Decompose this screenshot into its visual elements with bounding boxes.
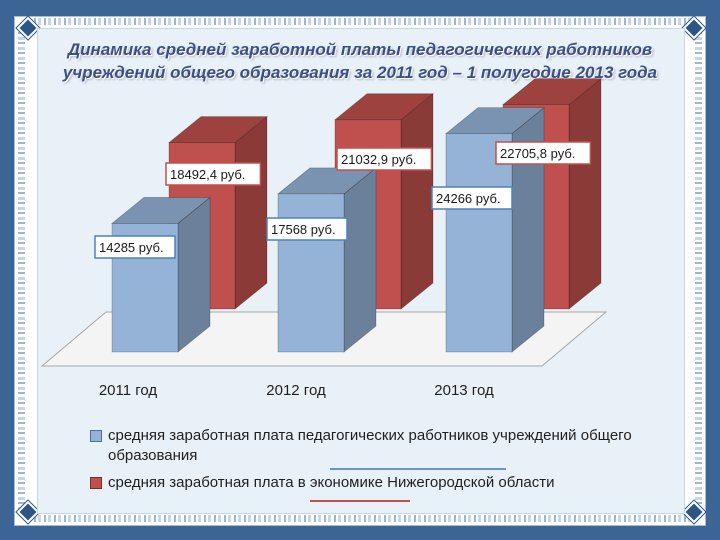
legend-swatch-red	[90, 477, 102, 489]
bar-side	[400, 92, 434, 310]
data-label-box	[165, 162, 262, 186]
bar-side	[568, 77, 602, 310]
legend-underline-blue	[330, 468, 506, 470]
category-label-1: 2011 год	[99, 382, 158, 399]
bar-side	[177, 196, 211, 353]
legend-item-economy: средняя заработная плата в экономике Ниж…	[90, 473, 650, 493]
bar-side	[343, 167, 377, 353]
category-label-3: 2013 год	[434, 382, 494, 399]
chart-legend: средняя заработная плата педагогических …	[90, 426, 650, 500]
data-label-economy-2: 21032,9 руб.	[341, 152, 416, 167]
bar-teachers-1	[110, 196, 212, 353]
data-label-box	[495, 141, 592, 165]
data-label-box	[94, 235, 176, 259]
bar-front	[445, 133, 513, 353]
legend-label-economy: средняя заработная плата в экономике Ниж…	[108, 474, 555, 491]
legend-label-teachers: средняя заработная плата педагогических …	[108, 427, 632, 464]
chart-bars	[110, 77, 603, 353]
category-label-2: 2012 год	[266, 382, 326, 399]
ornament-border-bottom	[28, 515, 692, 522]
legend-item-teachers: средняя заработная плата педагогических …	[90, 426, 650, 466]
bar-teachers-2	[276, 167, 378, 353]
legend-underline-red	[310, 500, 410, 502]
data-label-box	[266, 217, 348, 241]
data-label-box	[336, 147, 433, 171]
data-label-teachers-2: 17568 руб.	[271, 222, 336, 237]
data-label-economy-3: 22705,8 руб.	[500, 146, 575, 161]
data-label-teachers-1: 14285 руб.	[99, 240, 164, 255]
slide-title: Динамика средней заработной платы педаго…	[62, 40, 658, 82]
ornament-border-top	[28, 18, 692, 25]
data-label-economy-1: 18492,4 руб.	[170, 167, 245, 182]
bar-side	[234, 115, 268, 310]
ornament-border-right	[695, 30, 702, 510]
ornament-border-left	[18, 30, 25, 510]
data-label-teachers-3: 24266 руб.	[436, 191, 501, 206]
data-label-box	[431, 186, 513, 210]
chart-labels: 14285 руб. 17568 руб. 24266 руб. 18492,4 ру…	[94, 141, 592, 399]
legend-swatch-blue	[90, 430, 102, 442]
